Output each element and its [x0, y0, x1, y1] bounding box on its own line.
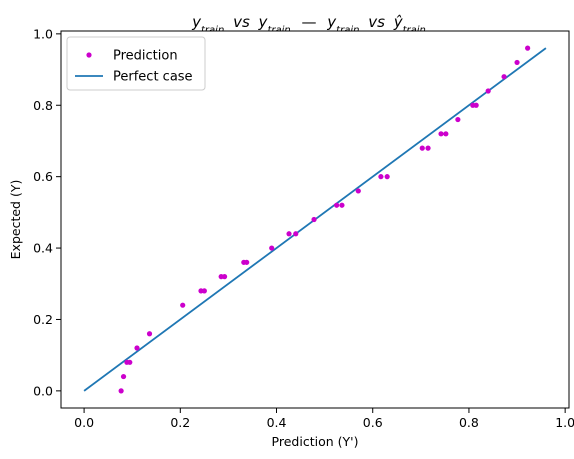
legend-marker-prediction — [86, 52, 92, 58]
x-tick-label: 0.4 — [267, 415, 287, 430]
prediction-point — [269, 245, 275, 251]
prediction-point — [425, 145, 431, 151]
prediction-point — [127, 359, 133, 365]
prediction-point — [339, 202, 345, 208]
prediction-point — [473, 102, 479, 108]
prediction-point — [378, 174, 384, 180]
prediction-point — [355, 188, 361, 194]
prediction-point — [293, 231, 299, 237]
x-axis-label: Prediction (Y') — [272, 434, 359, 449]
prediction-point — [120, 373, 127, 380]
x-tick-label: 1.0 — [555, 415, 574, 430]
y-tick-label: 0.6 — [33, 169, 53, 184]
prediction-point — [501, 74, 507, 80]
y-axis: 0.0 0.2 0.4 0.6 0.8 1.0 — [33, 26, 61, 398]
prediction-point — [286, 231, 292, 237]
x-tick-label: 0.6 — [363, 415, 383, 430]
prediction-point — [221, 274, 228, 280]
y-axis-label: Expected (Y) — [8, 180, 23, 260]
prediction-point — [438, 131, 444, 137]
x-tick-label: 0.0 — [74, 415, 94, 430]
chart-title: ytrain vs ytrain — ytrain vs ŷtrain — [191, 13, 426, 36]
x-tick-label: 0.2 — [170, 415, 190, 430]
prediction-point — [419, 145, 425, 151]
y-tick-label: 0.2 — [33, 312, 53, 327]
prediction-point — [146, 331, 153, 337]
prediction-point — [334, 202, 340, 208]
prediction-point — [311, 216, 317, 223]
prediction-point — [118, 388, 124, 394]
prediction-point — [525, 45, 531, 51]
x-tick-label: 0.8 — [459, 415, 479, 430]
prediction-point — [514, 59, 520, 66]
data-marks — [83, 45, 547, 394]
prediction-point — [443, 131, 449, 137]
legend-label-perfect-case: Perfect case — [113, 70, 193, 85]
y-tick-label: 0.8 — [33, 98, 53, 113]
y-tick-label: 0.4 — [33, 241, 53, 256]
x-axis: 0.0 0.2 0.4 0.6 0.8 1.0 — [74, 408, 574, 430]
prediction-point — [455, 116, 461, 123]
y-tick-label: 0.0 — [33, 383, 53, 398]
prediction-point — [244, 259, 250, 265]
legend: Prediction Perfect case — [66, 36, 206, 91]
y-tick-label: 1.0 — [33, 26, 53, 41]
prediction-point — [201, 288, 207, 294]
prediction-point — [485, 88, 491, 94]
prediction-point — [180, 302, 186, 308]
prediction-point — [384, 174, 390, 180]
legend-label-prediction: Prediction — [113, 49, 178, 64]
prediction-point — [134, 345, 140, 351]
